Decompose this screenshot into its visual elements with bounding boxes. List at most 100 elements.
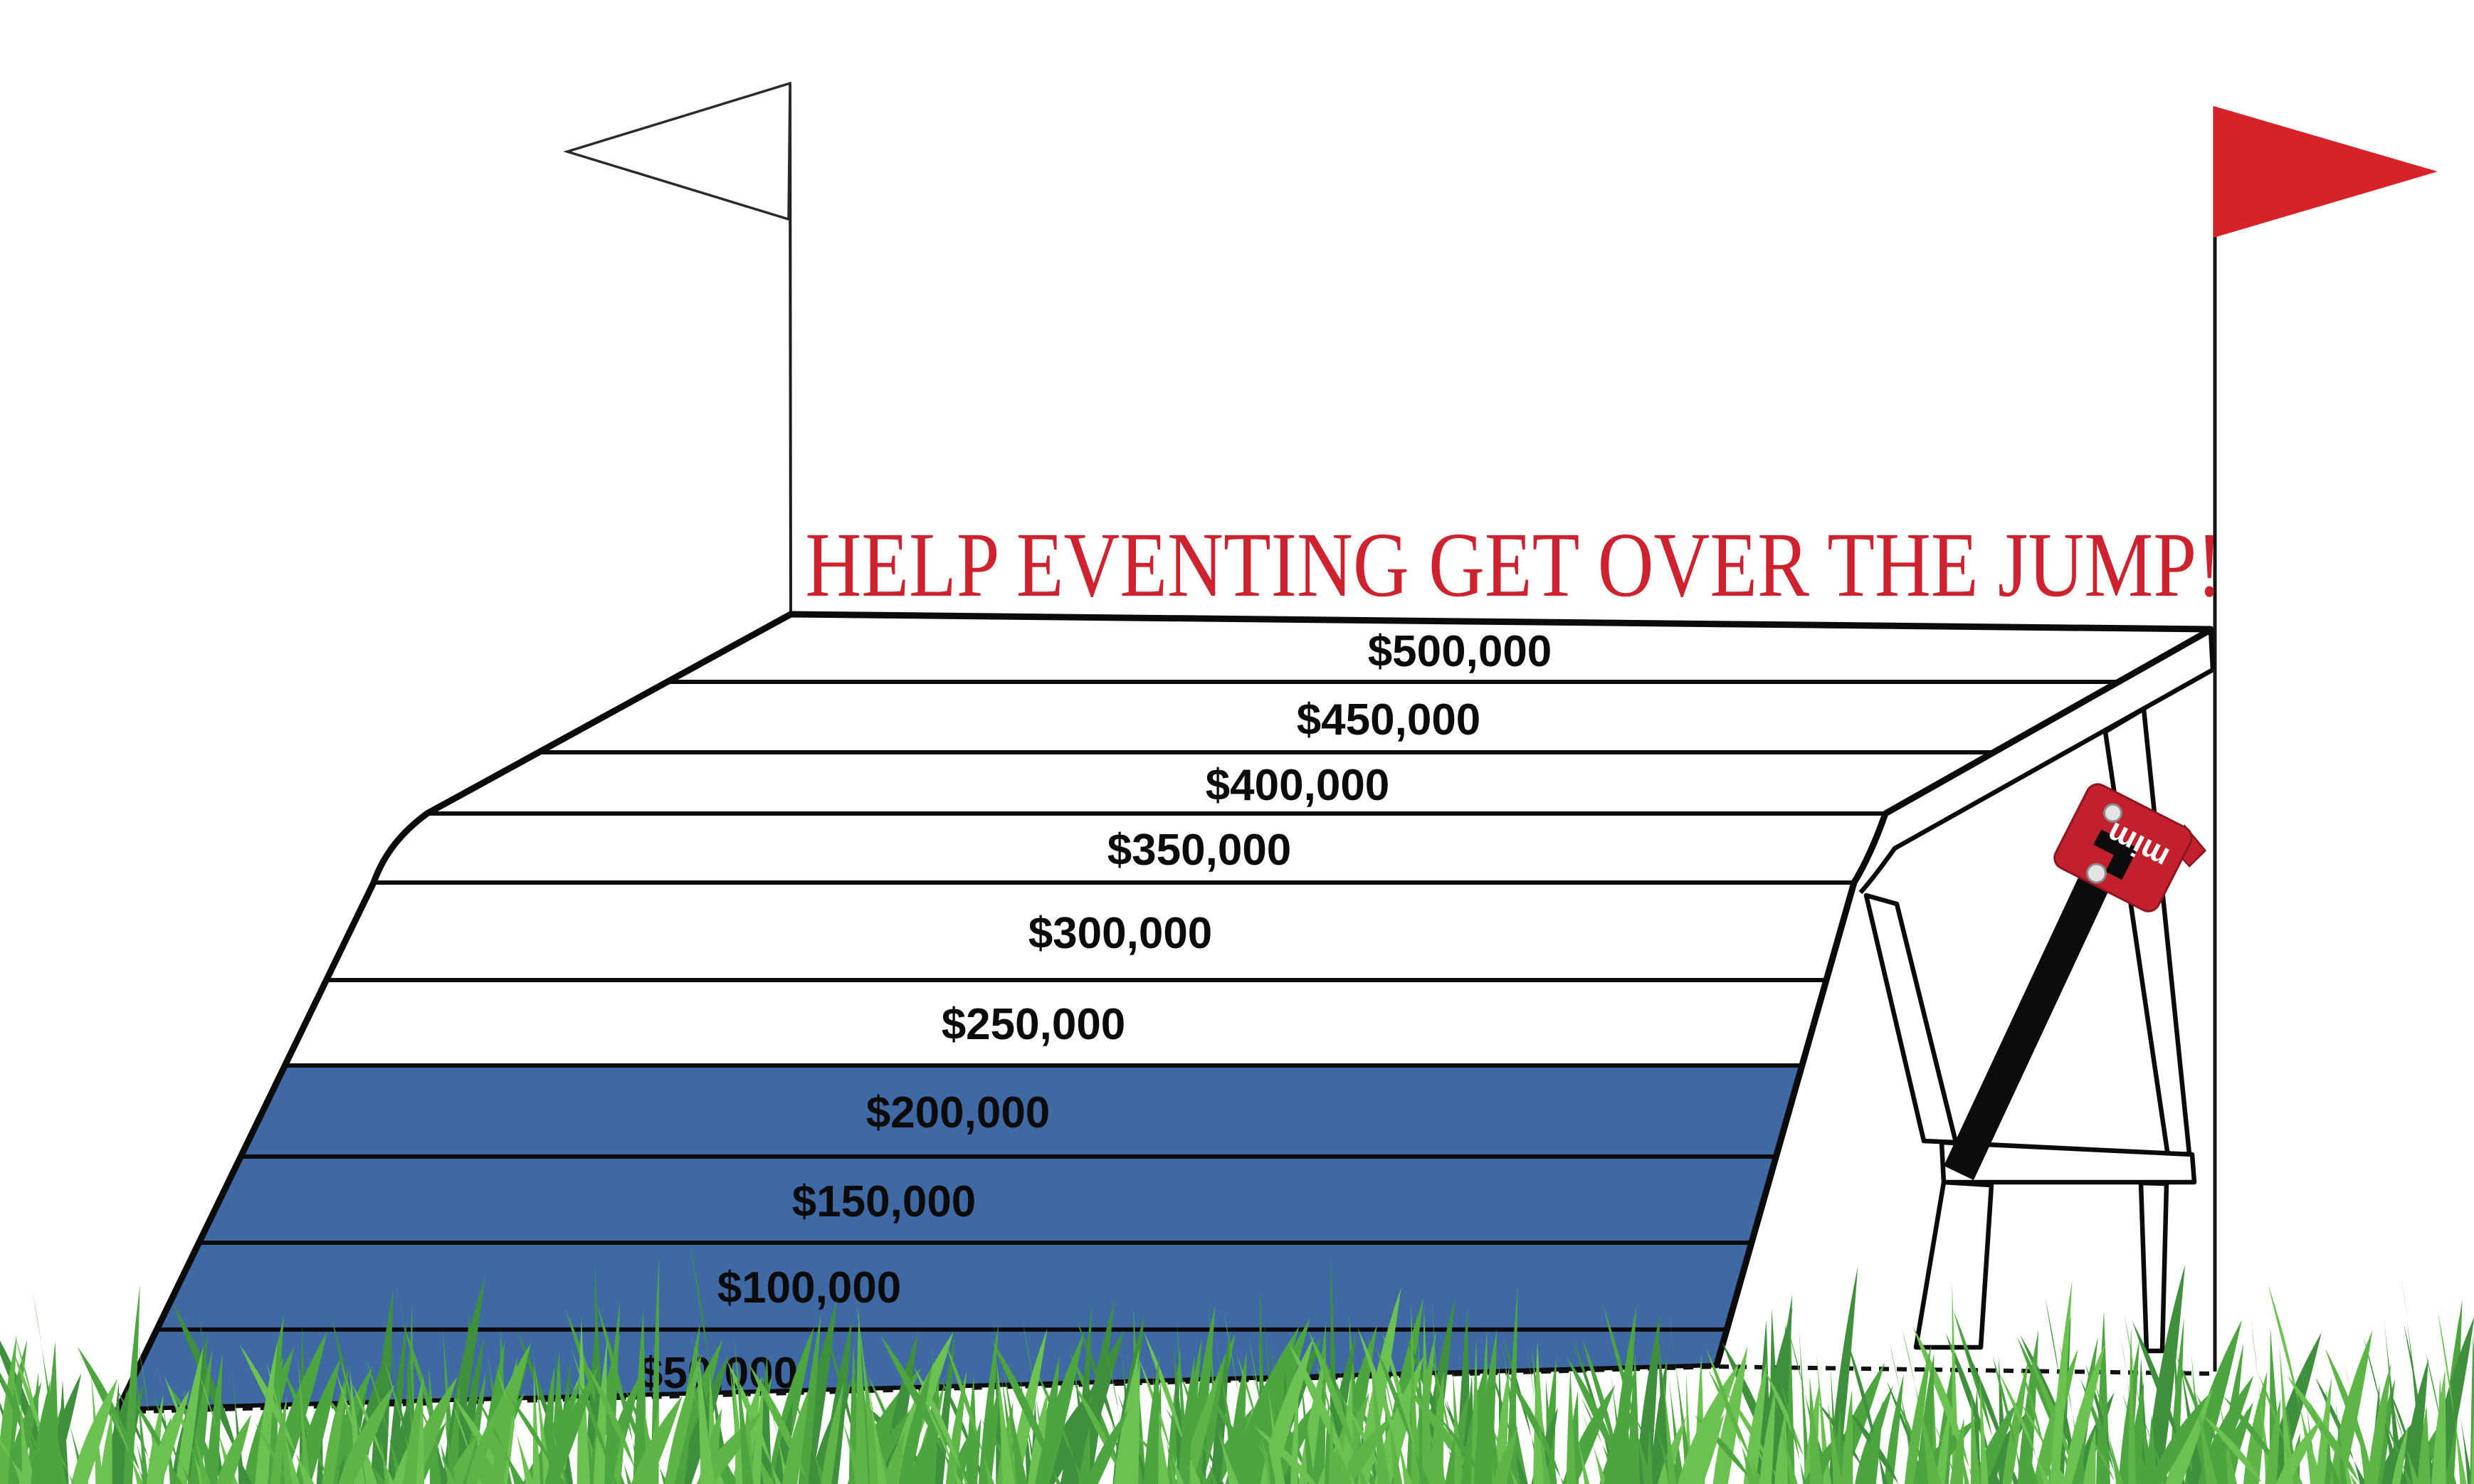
grass-blade	[967, 1418, 981, 1484]
grass-blade	[1949, 1418, 1964, 1484]
grass-blade	[181, 1386, 211, 1484]
grass-blade	[2203, 1414, 2263, 1484]
grass-blade	[855, 1307, 869, 1484]
grass-blade	[146, 1389, 190, 1484]
grass-blade	[1999, 1357, 2010, 1484]
grass-blade	[123, 1285, 140, 1484]
grass-blade	[1787, 1327, 1833, 1484]
grass-blade	[2147, 1414, 2158, 1484]
top-rail-end-cap	[2208, 628, 2216, 670]
grass-blade	[996, 1361, 1009, 1484]
level-band-100000	[154, 1241, 1754, 1332]
grass-blade	[577, 1379, 618, 1484]
grass-blade	[322, 1382, 347, 1484]
grass-blade	[914, 1367, 969, 1484]
grass-blade	[495, 1365, 535, 1484]
grass-blade	[20, 1395, 31, 1484]
grass-blade	[1428, 1369, 1444, 1484]
grass-blade	[1780, 1379, 1806, 1484]
grass-blade	[1799, 1325, 1811, 1484]
grass-blade	[1604, 1368, 1636, 1484]
grass-blade	[198, 1372, 238, 1484]
grass-blade	[370, 1287, 394, 1484]
grass-blade	[1411, 1301, 1420, 1484]
grass-blade	[452, 1404, 482, 1484]
grass-blade	[2118, 1340, 2139, 1484]
grass-blade	[192, 1396, 219, 1484]
grass-blade	[339, 1357, 378, 1484]
grass-blade	[1533, 1341, 1547, 1484]
grass-blade	[1786, 1327, 1795, 1484]
grass-blade	[14, 1334, 59, 1484]
grass-blade	[696, 1411, 763, 1484]
grass-blade	[416, 1396, 425, 1484]
grass-blade	[1143, 1357, 1159, 1484]
red-flag-icon	[2214, 106, 2438, 238]
grass-blade	[691, 1340, 732, 1484]
grass-blade	[1248, 1337, 1277, 1484]
grass-blade	[1962, 1342, 2020, 1484]
grass-blade	[1106, 1349, 1136, 1484]
grass-blade	[2335, 1401, 2347, 1484]
grass-blade	[1809, 1376, 1823, 1484]
grass-blade	[428, 1364, 441, 1484]
grass-blade	[2002, 1359, 2029, 1484]
grass-blade	[2145, 1264, 2186, 1484]
grass-blade	[1139, 1358, 1184, 1484]
grass-blade	[781, 1388, 809, 1484]
grass-blade	[600, 1372, 642, 1484]
grass-blade	[609, 1365, 657, 1484]
grass-blade	[2279, 1344, 2295, 1484]
grass-blade	[1646, 1428, 1653, 1484]
grass-blade	[690, 1243, 732, 1484]
grass-blade	[270, 1396, 288, 1484]
grass-blade	[1382, 1333, 1424, 1484]
level-label-100000: $100,000	[717, 1263, 902, 1312]
grass-blade	[2149, 1394, 2209, 1484]
grass-blade	[633, 1310, 648, 1484]
grass-blade	[1566, 1368, 1576, 1484]
grass-blade	[1581, 1411, 1608, 1484]
mim-clip-cutout	[2093, 829, 2138, 880]
white-flag-icon	[563, 81, 791, 221]
grass-blade	[1152, 1375, 1170, 1484]
grass-blade	[2379, 1409, 2413, 1484]
grass-blade	[1904, 1344, 1932, 1484]
grass-blade	[1999, 1372, 2051, 1484]
grass-blade	[240, 1344, 315, 1484]
grass-blade	[945, 1342, 995, 1484]
grass-blade	[586, 1364, 644, 1484]
top-rail-inner-edge	[1858, 668, 2214, 895]
grass-blade	[2393, 1407, 2421, 1484]
grass-blade	[1114, 1349, 1139, 1484]
grass-blade	[2402, 1358, 2429, 1484]
grass-blade	[446, 1433, 478, 1484]
grass-blade	[1211, 1331, 1231, 1484]
grass-blade	[1022, 1321, 1053, 1484]
grass-blade	[1315, 1361, 1354, 1484]
grass-blade	[1884, 1374, 1904, 1484]
grass-blade	[1086, 1410, 1129, 1484]
level-label-500000: $500,000	[1368, 627, 1552, 676]
grass-blade	[1253, 1426, 1316, 1484]
grass-blade	[883, 1430, 905, 1484]
grass-blade	[2128, 1325, 2137, 1484]
grass-blade	[2300, 1357, 2319, 1484]
grass-blade	[265, 1361, 300, 1484]
grass-blade	[2417, 1405, 2431, 1484]
red-flag	[2213, 106, 2438, 1372]
grass-blade	[1223, 1307, 1258, 1484]
grass-blade	[2063, 1342, 2106, 1484]
level-label-150000: $150,000	[792, 1177, 977, 1226]
grass-blade	[938, 1374, 989, 1484]
level-label-450000: $450,000	[1297, 695, 1481, 744]
grass-blade	[826, 1330, 869, 1484]
grass-blade	[2124, 1314, 2157, 1484]
grass-blade	[1759, 1385, 1776, 1484]
grass-blade	[2219, 1401, 2237, 1484]
grass-blade	[1453, 1370, 1464, 1484]
mim-clip: mim	[2053, 783, 2207, 912]
grass-blade	[491, 1357, 517, 1484]
grass-blade	[1290, 1374, 1299, 1484]
grass-blade	[631, 1395, 683, 1484]
